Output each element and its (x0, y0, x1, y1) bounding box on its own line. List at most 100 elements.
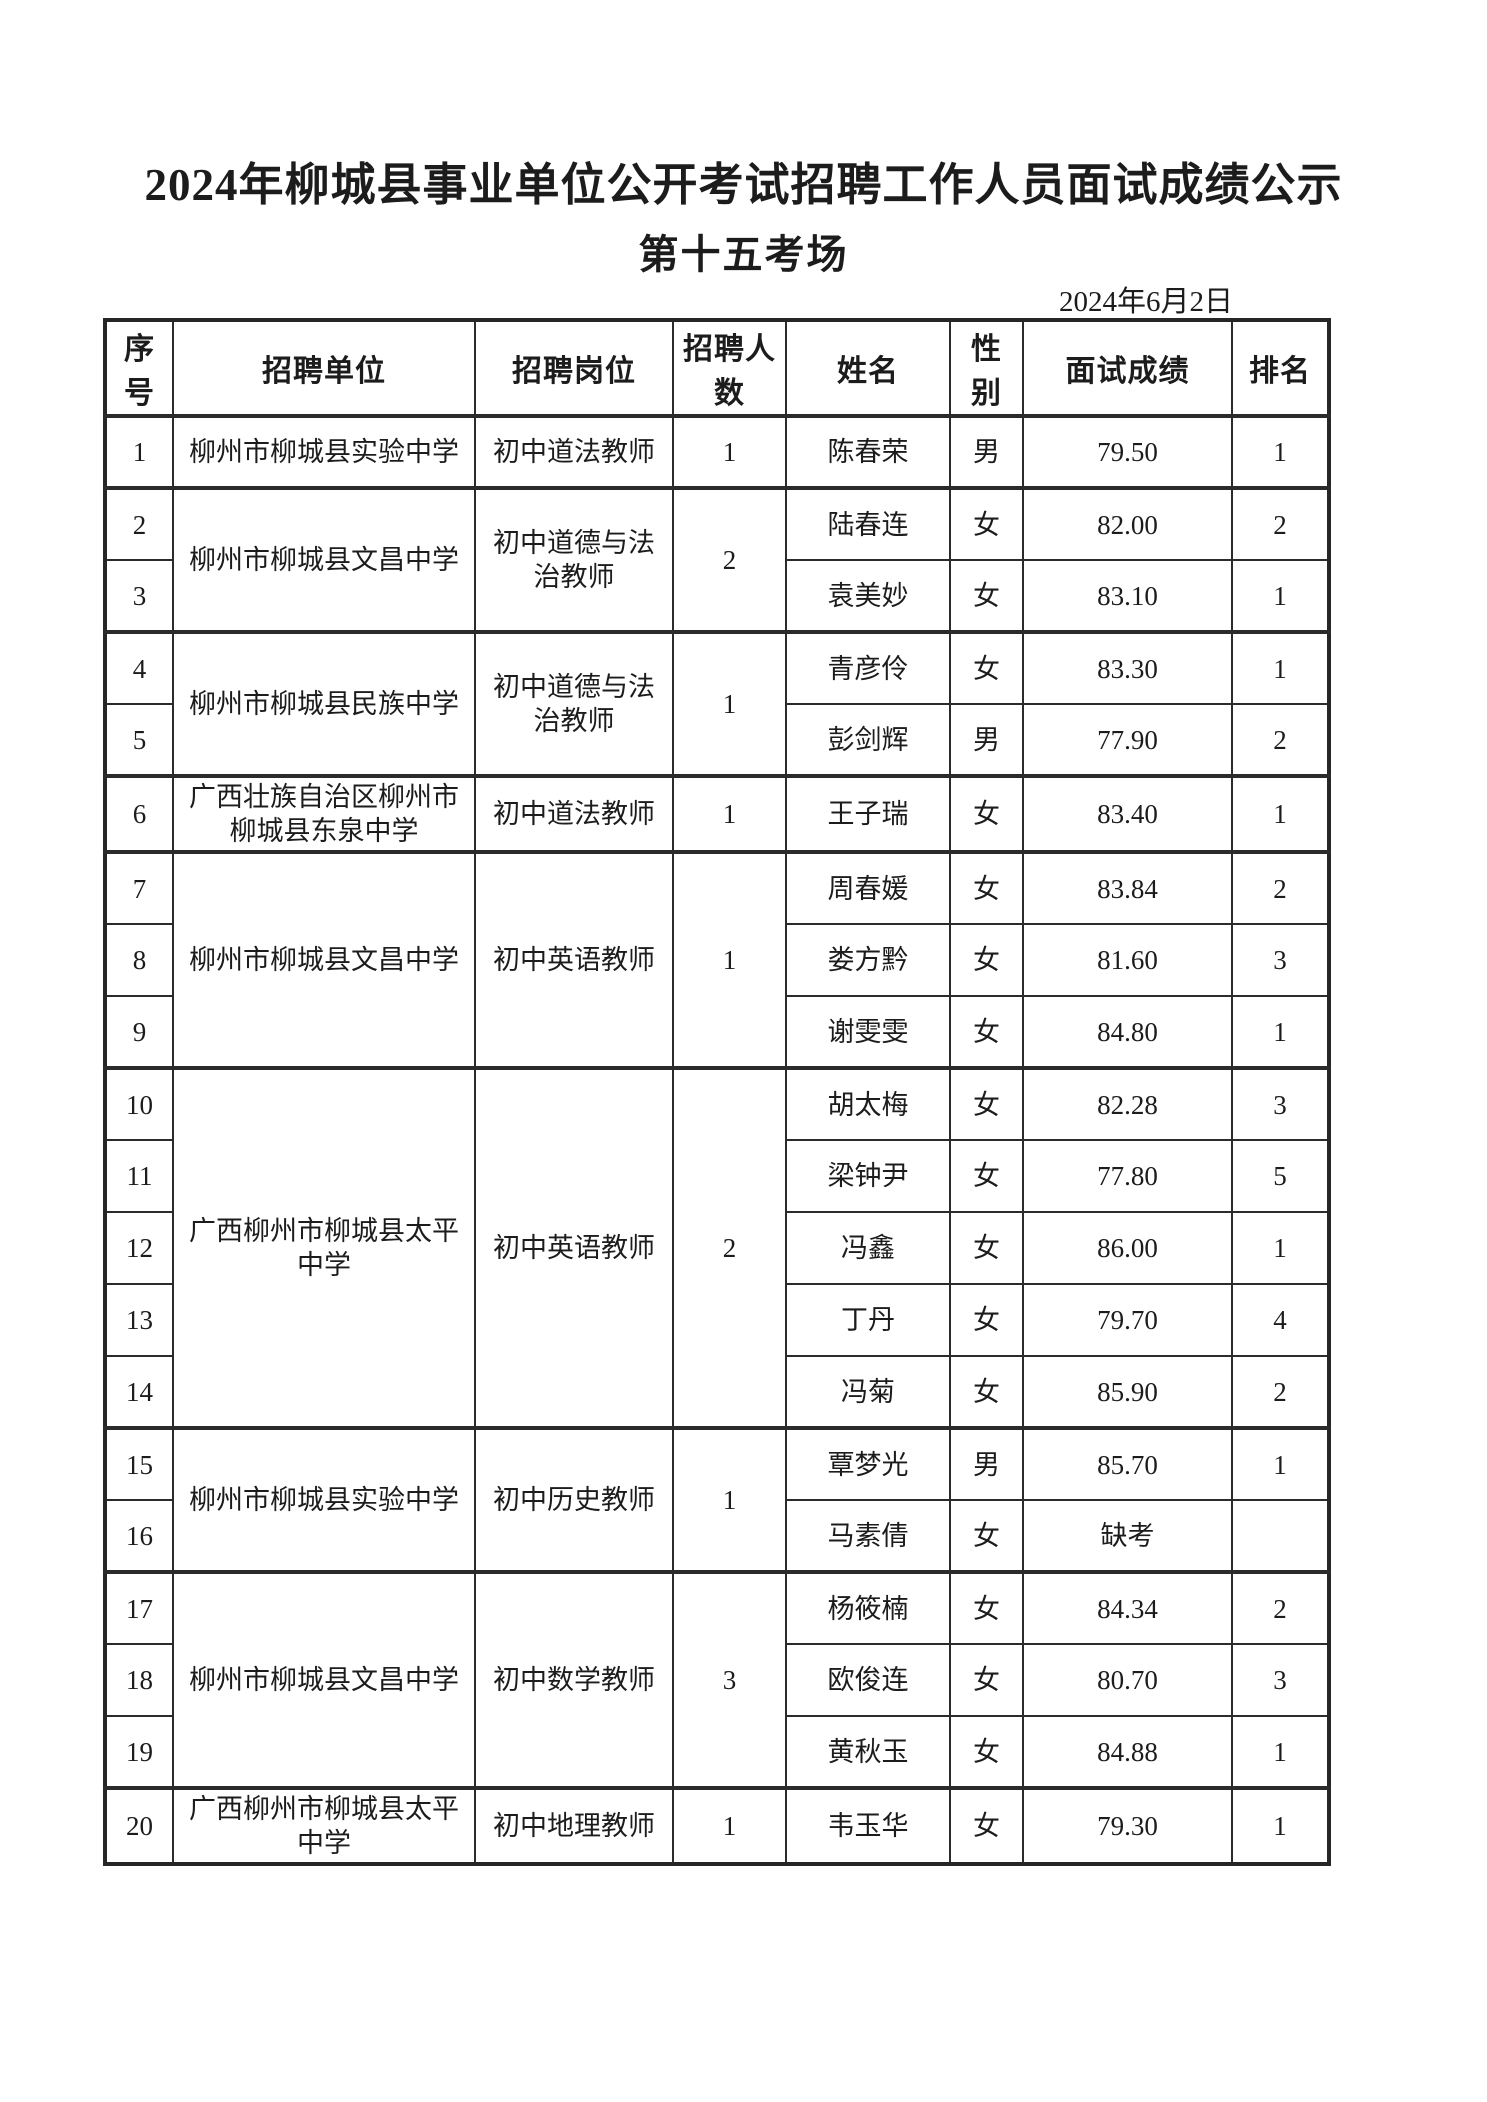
cell-rank: 4 (1231, 1283, 1330, 1357)
table-row: 16 马素倩女缺考 (104, 1499, 1330, 1573)
cell-gender: 女 (949, 1355, 1024, 1429)
col-header-gender: 性别 (949, 319, 1024, 417)
cell-name: 彭剑辉 (785, 703, 951, 777)
table-row: 2 柳州市柳城县文昌中学 初中道德与法治教师 2 陆春连女 82.00 2 (104, 486, 1330, 633)
cell-score: 85.90 (1022, 1355, 1233, 1429)
cell-gender: 女 (949, 559, 1024, 633)
col-header-name: 姓名 (785, 319, 951, 417)
cell-gender: 女 (949, 1283, 1024, 1357)
cell-score: 79.50 (1022, 414, 1233, 489)
cell-rank: 1 (1231, 630, 1330, 705)
cell-no: 18 (104, 1643, 174, 1717)
cell-gender: 女 (949, 486, 1024, 561)
cell-no: 14 (104, 1355, 174, 1429)
cell-gender: 女 (949, 1499, 1024, 1573)
cell-name: 韦玉华 (785, 1786, 951, 1865)
cell-rank: 1 (1231, 414, 1330, 489)
cell-score: 83.10 (1022, 559, 1233, 633)
cell-count: 1 (672, 630, 787, 777)
cell-no: 5 (104, 703, 174, 777)
cell-score: 84.88 (1022, 1715, 1233, 1789)
table-row: 9 谢雯雯女 84.80 1 (104, 995, 1330, 1069)
cell-name: 胡太梅 (785, 1066, 951, 1141)
cell-count: 1 (672, 850, 787, 1069)
cell-count: 1 (672, 1786, 787, 1865)
table-row: 1 柳州市柳城县实验中学 初中道法教师 1 陈春荣男 79.50 1 (104, 414, 1330, 489)
cell-no: 6 (104, 774, 174, 853)
cell-no: 13 (104, 1283, 174, 1357)
cell-no: 10 (104, 1066, 174, 1141)
cell-count: 1 (672, 1426, 787, 1573)
cell-name: 王子瑞 (785, 774, 951, 853)
cell-unit: 柳州市柳城县文昌中学 (172, 486, 476, 633)
cell-position: 初中道德与法治教师 (474, 630, 674, 777)
cell-score: 83.84 (1022, 850, 1233, 925)
page-title: 2024年柳城县事业单位公开考试招聘工作人员面试成绩公示 (144, 160, 1343, 210)
cell-unit: 柳州市柳城县民族中学 (172, 630, 476, 777)
cell-no: 8 (104, 923, 174, 997)
cell-count: 2 (672, 1066, 787, 1429)
table-row: 11 梁钟尹女 77.80 5 (104, 1139, 1330, 1213)
page-subtitle: 第十五考场 (638, 232, 849, 277)
cell-score: 77.80 (1022, 1139, 1233, 1213)
cell-gender: 女 (949, 995, 1024, 1069)
cell-gender: 女 (949, 1211, 1024, 1285)
cell-score: 84.34 (1022, 1570, 1233, 1645)
date-label: 2024年6月2日 (1058, 286, 1233, 318)
cell-score: 79.70 (1022, 1283, 1233, 1357)
cell-gender: 女 (949, 923, 1024, 997)
cell-position: 初中数学教师 (474, 1570, 674, 1789)
cell-position: 初中英语教师 (474, 1066, 674, 1429)
cell-count: 3 (672, 1570, 787, 1789)
cell-unit: 广西壮族自治区柳州市柳城县东泉中学 (172, 774, 476, 853)
cell-unit: 柳州市柳城县实验中学 (172, 414, 476, 489)
cell-unit: 广西柳州市柳城县太平中学 (172, 1066, 476, 1429)
cell-gender: 女 (949, 1643, 1024, 1717)
table-row: 5 彭剑辉男 77.90 2 (104, 703, 1330, 777)
cell-rank: 1 (1231, 1715, 1330, 1789)
table-row: 19 黄秋玉女 84.88 1 (104, 1715, 1330, 1789)
cell-rank: 3 (1231, 1066, 1330, 1141)
cell-position: 初中道法教师 (474, 774, 674, 853)
table-row: 13 丁丹女 79.70 4 (104, 1283, 1330, 1357)
cell-rank: 5 (1231, 1139, 1330, 1213)
cell-rank: 1 (1231, 1426, 1330, 1501)
col-header-position: 招聘岗位 (474, 319, 674, 417)
cell-unit: 柳州市柳城县文昌中学 (172, 850, 476, 1069)
cell-no: 4 (104, 630, 174, 705)
cell-position: 初中历史教师 (474, 1426, 674, 1573)
cell-name: 黄秋玉 (785, 1715, 951, 1789)
cell-unit: 柳州市柳城县实验中学 (172, 1426, 476, 1573)
header-row: 序号 招聘单位 招聘岗位 招聘人数 姓名 性别 面试成绩 排名 (104, 319, 1330, 417)
cell-score: 84.80 (1022, 995, 1233, 1069)
cell-score: 80.70 (1022, 1643, 1233, 1717)
table-row: 6 广西壮族自治区柳州市柳城县东泉中学 初中道法教师 1 王子瑞女 83.40 1 (104, 774, 1330, 853)
cell-name: 青彦伶 (785, 630, 951, 705)
cell-score: 85.70 (1022, 1426, 1233, 1501)
cell-rank: 2 (1231, 486, 1330, 561)
cell-rank: 1 (1231, 1211, 1330, 1285)
cell-name: 袁美妙 (785, 559, 951, 633)
results-table: 序号 招聘单位 招聘岗位 招聘人数 姓名 性别 面试成绩 排名 1 柳州市柳城县实验中学 初中道法… (103, 318, 1331, 1866)
table-row: 17 柳州市柳城县文昌中学 初中数学教师 3 杨筱楠女 84.34 2 (104, 1570, 1330, 1789)
cell-no: 7 (104, 850, 174, 925)
cell-score: 82.00 (1022, 486, 1233, 561)
cell-count: 1 (672, 774, 787, 853)
cell-rank: 2 (1231, 850, 1330, 925)
cell-name: 陆春连 (785, 486, 951, 561)
table-row: 8 娄方黔女 81.60 3 (104, 923, 1330, 997)
cell-gender: 女 (949, 774, 1024, 853)
cell-score: 81.60 (1022, 923, 1233, 997)
cell-score: 86.00 (1022, 1211, 1233, 1285)
col-header-index: 序号 (104, 319, 174, 417)
cell-position: 初中道法教师 (474, 414, 674, 489)
cell-no: 16 (104, 1499, 174, 1573)
cell-rank (1231, 1499, 1330, 1573)
cell-gender: 女 (949, 630, 1024, 705)
table-row: 20 广西柳州市柳城县太平中学 初中地理教师 1 韦玉华女 79.30 1 (104, 1786, 1330, 1865)
cell-rank: 3 (1231, 923, 1330, 997)
cell-name: 娄方黔 (785, 923, 951, 997)
cell-name: 梁钟尹 (785, 1139, 951, 1213)
cell-score: 83.40 (1022, 774, 1233, 853)
cell-gender: 男 (949, 414, 1024, 489)
